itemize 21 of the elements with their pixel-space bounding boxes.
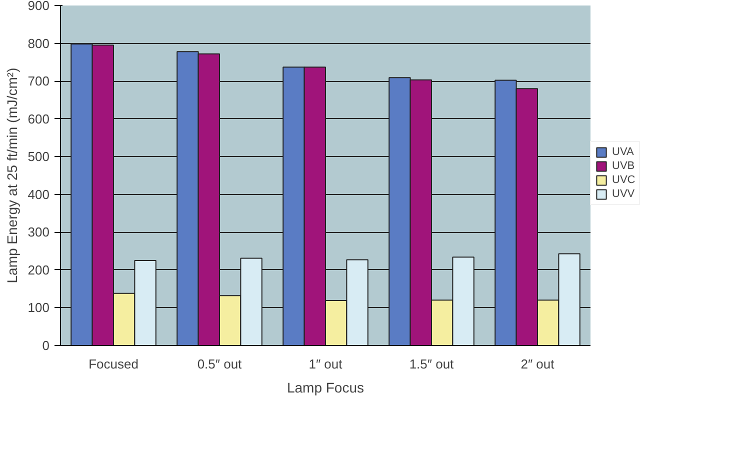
y-axis-title: Lamp Energy at 25 ft/min (mJ/cm²) bbox=[4, 68, 20, 284]
x-tick-label: Focused bbox=[88, 356, 138, 372]
x-tick-label: 1.5″ out bbox=[409, 356, 454, 372]
y-tick-label: 400 bbox=[28, 186, 50, 202]
y-tick-label: 500 bbox=[28, 149, 50, 164]
legend-label: UVA bbox=[612, 146, 634, 158]
y-tick-label: 800 bbox=[28, 36, 50, 51]
x-tick-label: 0.5″ out bbox=[197, 356, 242, 372]
y-tick-label: 300 bbox=[28, 224, 50, 240]
y-tick-label: 600 bbox=[28, 111, 50, 126]
y-tick-label: 700 bbox=[28, 74, 50, 89]
legend-label: UVB bbox=[612, 160, 635, 172]
y-tick-label: 100 bbox=[28, 300, 50, 316]
x-tick-label: 2″ out bbox=[520, 356, 555, 372]
x-axis-title: Lamp Focus bbox=[286, 380, 364, 396]
y-tick-label: 900 bbox=[28, 0, 50, 13]
x-tick-label: 1″ out bbox=[308, 356, 343, 372]
legend-label: UVV bbox=[612, 188, 635, 200]
legend-label: UVC bbox=[612, 174, 636, 186]
y-tick-label: 0 bbox=[42, 338, 50, 353]
y-tick-label: 200 bbox=[28, 262, 50, 278]
